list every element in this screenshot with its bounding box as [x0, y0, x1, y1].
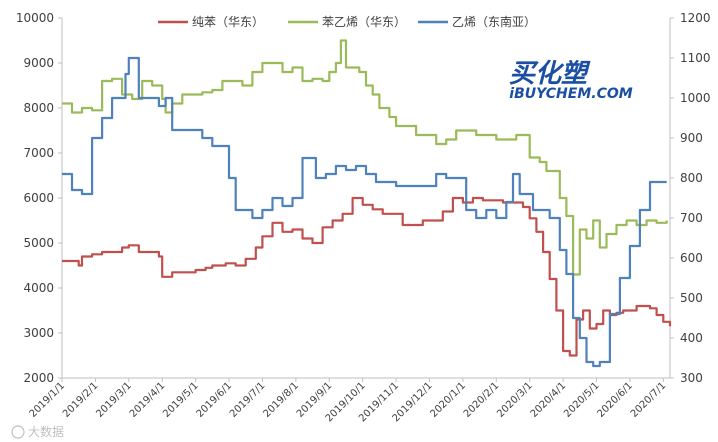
x-tick-label: 2019/5/1 — [161, 380, 201, 420]
x-tick-label: 2019/2/1 — [61, 380, 101, 420]
left-tick-label: 9000 — [23, 56, 54, 70]
legend-label: 纯苯（华东） — [192, 15, 264, 29]
series-line — [62, 196, 672, 357]
x-tick-label: 2020/2/1 — [462, 380, 502, 420]
logo-main-text: 买化塑 — [509, 59, 591, 89]
logo-sub-text: iBUYCHEM.COM — [509, 86, 632, 102]
legend-label: 苯乙烯（华东） — [322, 15, 406, 29]
watermark-icon — [11, 425, 25, 439]
right-tick-label: 700 — [680, 211, 703, 225]
left-tick-label: 5000 — [23, 236, 54, 250]
left-tick-label: 4000 — [23, 281, 54, 295]
watermark: 大数据 — [11, 424, 64, 439]
right-tick-label: 1200 — [680, 11, 711, 25]
x-tick-label: 2020/4/1 — [529, 380, 569, 420]
left-tick-label: 7000 — [23, 146, 54, 160]
right-tick-label: 1100 — [680, 51, 711, 65]
series-lines — [62, 39, 672, 368]
right-tick-label: 500 — [680, 291, 703, 305]
right-tick-label: 1000 — [680, 91, 711, 105]
x-tick-label: 2020/5/1 — [562, 380, 602, 420]
right-tick-label: 400 — [680, 331, 703, 345]
watermark-text: 大数据 — [28, 424, 64, 439]
series-line — [62, 56, 667, 368]
x-tick-label: 2020/3/1 — [495, 380, 535, 420]
legend-label: 乙烯（东南亚） — [452, 14, 536, 29]
right-tick-label: 600 — [680, 251, 703, 265]
brand-logo: 买化塑 iBUYCHEM.COM — [509, 59, 633, 102]
x-tick-label: 2019/1/1 — [28, 380, 68, 420]
right-tick-label: 300 — [680, 371, 703, 385]
x-tick-label: 2019/3/1 — [94, 380, 134, 420]
x-tick-label: 2020/6/1 — [595, 380, 635, 420]
x-tick-label: 2019/7/1 — [228, 380, 268, 420]
right-tick-label: 900 — [680, 131, 703, 145]
x-tick-label: 2019/4/1 — [128, 380, 168, 420]
right-tick-label: 800 — [680, 171, 703, 185]
left-tick-label: 8000 — [23, 101, 54, 115]
left-tick-label: 2000 — [23, 371, 54, 385]
legend: 纯苯（华东） 苯乙烯（华东） 乙烯（东南亚） — [158, 14, 536, 29]
x-tick-label: 2020/1/1 — [428, 380, 468, 420]
left-tick-label: 6000 — [23, 191, 54, 205]
left-tick-label: 3000 — [23, 326, 54, 340]
x-tick-label: 2020/7/1 — [629, 380, 669, 420]
x-tick-label: 2019/6/1 — [195, 380, 235, 420]
x-tick-label: 2019/8/1 — [261, 380, 301, 420]
left-tick-label: 10000 — [16, 11, 54, 25]
